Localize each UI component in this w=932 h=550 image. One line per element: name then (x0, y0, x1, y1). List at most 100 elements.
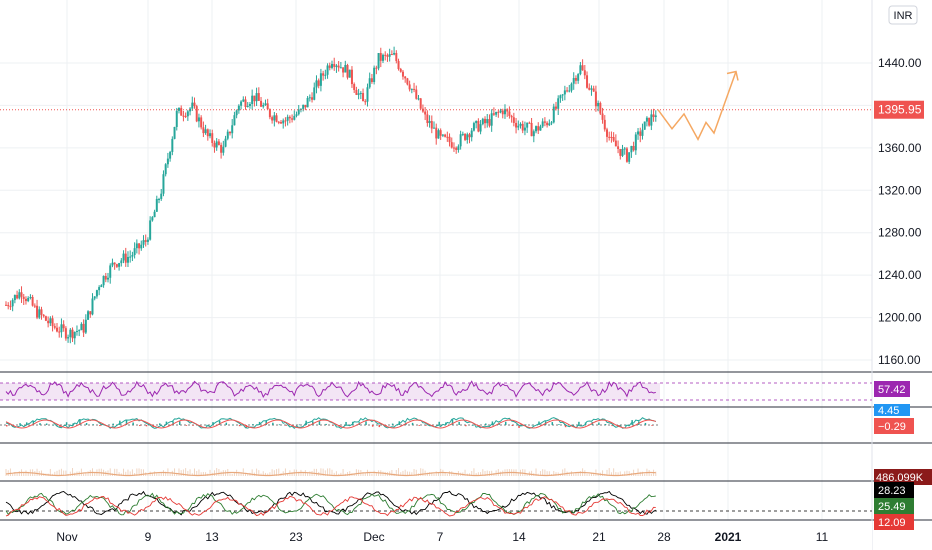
time-tick-label: Nov (56, 530, 77, 544)
candle-body (33, 305, 36, 307)
macd-histogram-bar (19, 423, 21, 425)
grid (0, 0, 872, 520)
dmi-plus-value: 25.49 (878, 501, 906, 513)
time-axis[interactable]: Nov 9 13 23 Dec 7 14 21 28 2021 11 (0, 521, 872, 550)
candle-body (546, 122, 549, 126)
macd-histogram-bar (598, 422, 600, 425)
candle-body (133, 248, 136, 256)
candle-body (366, 87, 369, 102)
candle-body (89, 311, 92, 315)
candle-body (248, 104, 251, 106)
price-pane[interactable] (0, 46, 872, 345)
rsi-band (0, 383, 660, 400)
candle-body (623, 148, 626, 150)
price-axis[interactable]: 1160.00 1200.00 1240.00 1280.00 1320.00 1360.… (874, 56, 924, 367)
candle-body (470, 130, 473, 138)
projection-path[interactable] (657, 71, 737, 142)
candle-body (570, 83, 573, 91)
candle-body (228, 131, 231, 134)
candle-body (594, 91, 597, 107)
macd-histogram-bar (225, 422, 228, 425)
macd-histogram-bar (318, 421, 321, 425)
macd-histogram-bar (298, 424, 301, 426)
price-tick-label: 1440.00 (878, 56, 922, 70)
candle-body (628, 152, 631, 162)
macd-histogram-bar (252, 424, 254, 425)
candle-body (362, 93, 365, 102)
macd-histogram-bar (511, 425, 514, 427)
candle-body (568, 90, 571, 92)
time-tick-label: 7 (437, 530, 444, 544)
candle-body (266, 103, 269, 110)
candle-body (27, 297, 30, 302)
candle-body (399, 68, 402, 72)
candle-body (282, 120, 285, 124)
time-tick-label: 9 (145, 530, 152, 544)
candle-body (151, 217, 154, 221)
candle-body (353, 84, 356, 90)
time-tick-label: Dec (363, 530, 384, 544)
macd-histogram-bar (192, 425, 194, 426)
macd-histogram-bar (312, 421, 314, 425)
last-price-badge (874, 100, 924, 119)
candle-body (408, 84, 411, 90)
candle-body (588, 87, 591, 90)
candle-body (625, 148, 628, 162)
candle-body (435, 127, 438, 139)
candle-body (541, 121, 544, 127)
candle-body (346, 64, 349, 78)
dmi-pane[interactable]: 28.23 25.49 12.09 (0, 482, 914, 530)
macd-histogram-bar (125, 419, 128, 425)
candle-body (421, 108, 424, 112)
macd-histogram-bar (504, 421, 507, 425)
candle-body (477, 120, 480, 132)
candle-body (31, 296, 34, 306)
time-tick-label: 28 (657, 530, 671, 544)
candle-body (337, 65, 340, 68)
candle-body (36, 305, 39, 318)
macd-histogram-bar (371, 425, 374, 427)
macd-signal-line (5, 419, 656, 429)
currency-button[interactable]: INR (888, 5, 918, 25)
macd-histogram-bar (531, 424, 534, 426)
macd-histogram-bar (451, 419, 454, 425)
macd-histogram-bar (411, 422, 414, 425)
macd-histogram-bar (278, 424, 281, 426)
candle-body (284, 120, 287, 122)
macd-histogram-bar (119, 420, 121, 425)
currency-label: INR (894, 10, 913, 22)
macd-histogram-bar (571, 424, 574, 426)
candle-body (526, 122, 529, 128)
rsi-pane[interactable]: 57.42 (0, 380, 910, 401)
candle-body (100, 285, 103, 288)
macd-histogram-bar (618, 425, 620, 426)
macd-histogram-bar (165, 421, 168, 425)
candle-body (459, 134, 462, 147)
candle-body (492, 113, 495, 115)
candle-body (78, 330, 81, 332)
candle-body (189, 108, 192, 112)
volume-pane[interactable]: 486.099K (5, 468, 932, 485)
candle-body (333, 63, 336, 67)
candle-body (386, 55, 389, 57)
time-tick-label: 21 (592, 530, 606, 544)
candle-body (224, 138, 227, 147)
candle-body (415, 89, 418, 99)
candle-body (550, 122, 553, 124)
macd-histogram-bar (431, 425, 434, 426)
candle-body (379, 53, 382, 61)
macd-histogram-bar (45, 423, 48, 425)
candle-body (162, 174, 165, 194)
candle-body (368, 78, 371, 88)
candle-body (58, 331, 61, 333)
candle-body (446, 136, 449, 138)
candle-body (275, 115, 278, 122)
macd-histogram-bar (65, 422, 68, 425)
candle-body (155, 198, 158, 212)
macd-pane[interactable]: 4.45 −0.29 (0, 404, 914, 434)
macd-histogram-bar (438, 421, 440, 425)
macd-signal-badge (874, 418, 914, 434)
candle-body (120, 260, 123, 264)
candle-body (377, 53, 380, 69)
